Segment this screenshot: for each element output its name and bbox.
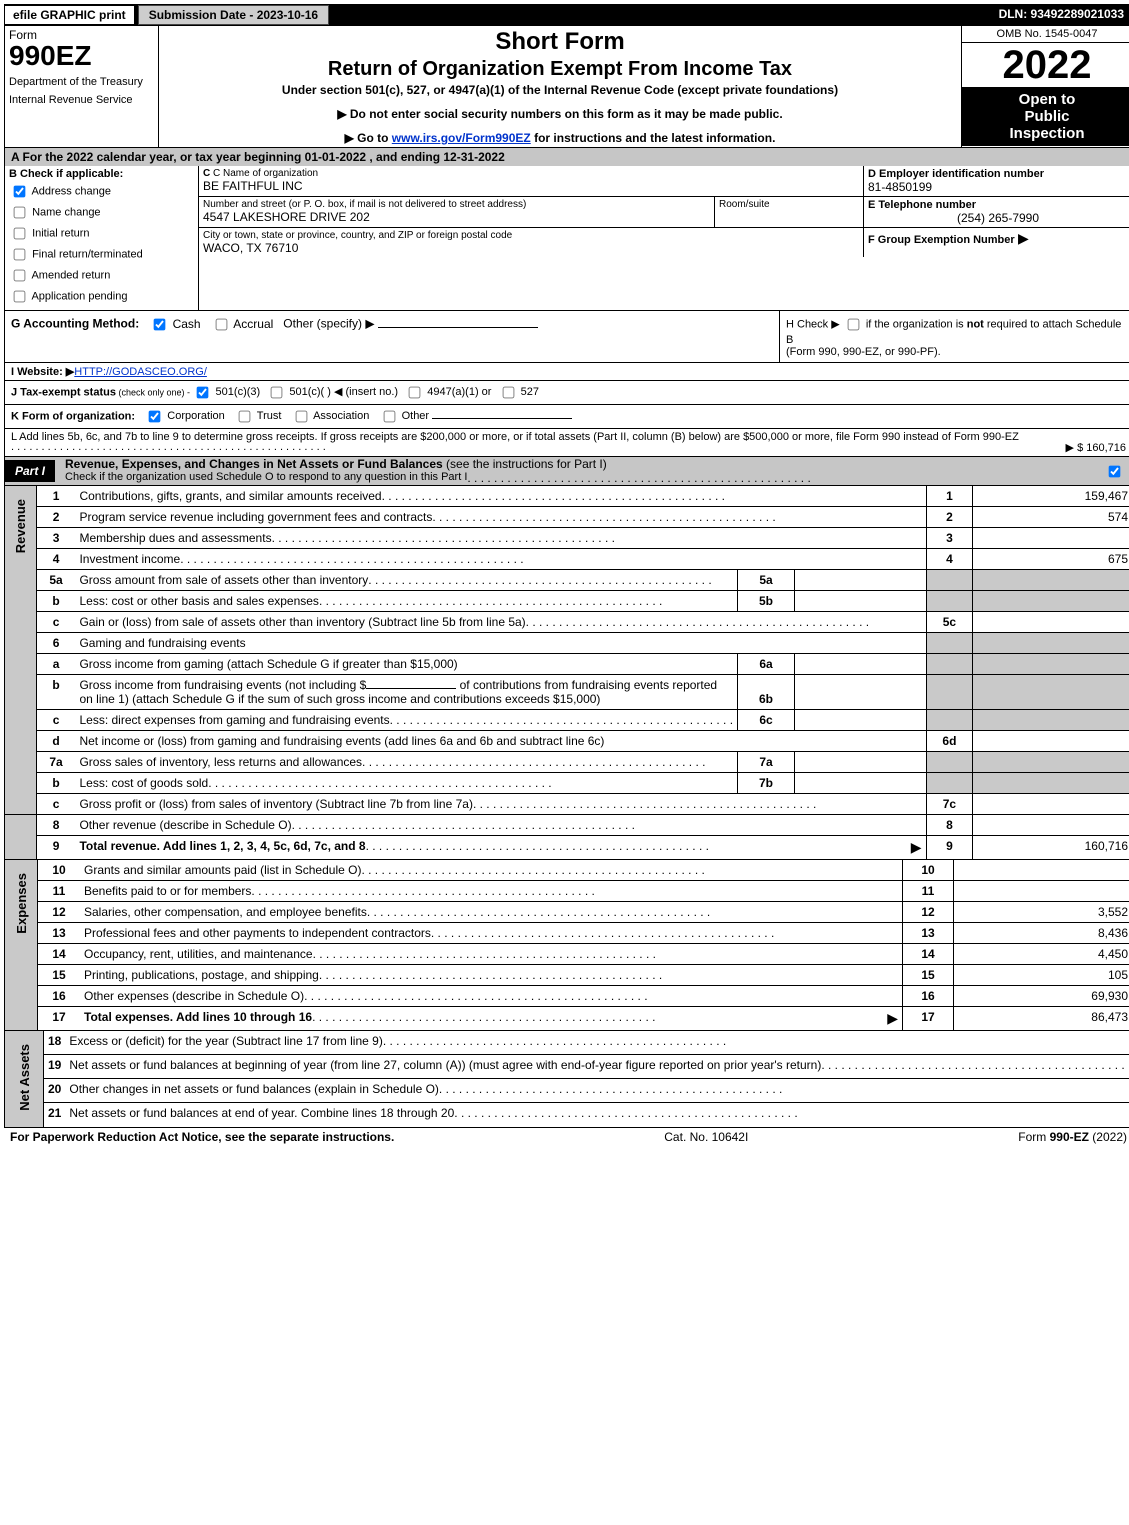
ssn-warning: ▶ Do not enter social security numbers o…: [167, 107, 953, 121]
line-16-amount: 69,930: [954, 986, 1129, 1007]
city-label: City or town, state or province, country…: [203, 230, 859, 241]
chk-initial-return[interactable]: Initial return: [9, 224, 194, 243]
chk-name-change[interactable]: Name change: [9, 203, 194, 222]
chk-application-pending[interactable]: Application pending: [9, 287, 194, 306]
chk-other-org[interactable]: Other: [379, 410, 430, 422]
line-2-amount: 574: [973, 507, 1129, 528]
part-i-header: Part I Revenue, Expenses, and Changes in…: [4, 457, 1129, 486]
line-13-amount: 8,436: [954, 923, 1129, 944]
revenue-table: Revenue 1 Contributions, gifts, grants, …: [4, 486, 1129, 860]
page-footer: For Paperwork Reduction Act Notice, see …: [4, 1128, 1129, 1146]
chk-corporation[interactable]: Corporation: [144, 410, 225, 422]
chk-accrual[interactable]: Accrual: [211, 317, 274, 331]
line-17-amount: 86,473: [954, 1007, 1129, 1031]
form-number: 990EZ: [9, 42, 154, 70]
line-14-amount: 4,450: [954, 944, 1129, 965]
check-applicable-label: B Check if applicable:: [9, 168, 194, 180]
row-a-tax-year: A For the 2022 calendar year, or tax yea…: [4, 148, 1129, 166]
chk-association[interactable]: Association: [291, 410, 370, 422]
part-badge: Part I: [5, 460, 55, 482]
chk-other-method[interactable]: Other (specify) ▶: [283, 317, 374, 331]
top-bar: efile GRAPHIC print Submission Date - 20…: [4, 4, 1129, 26]
accounting-method-label: G Accounting Method:: [11, 317, 139, 331]
chk-amended-return[interactable]: Amended return: [9, 266, 194, 285]
part-subtitle: Check if the organization used Schedule …: [65, 471, 467, 485]
line-7c-amount: [973, 794, 1129, 815]
ein-value: 81-4850199: [868, 180, 1128, 194]
org-name-value: BE FAITHFUL INC: [203, 179, 859, 193]
open-to-public: Open to Public Inspection: [962, 87, 1129, 146]
row-l-gross-receipts: L Add lines 5b, 6c, and 7b to line 9 to …: [4, 429, 1129, 457]
efile-print-button[interactable]: efile GRAPHIC print: [5, 6, 134, 24]
telephone-label: E Telephone number: [868, 199, 1128, 211]
row-k-form-org: K Form of organization: Corporation Trus…: [4, 405, 1129, 429]
chk-trust[interactable]: Trust: [234, 410, 282, 422]
submission-date-button[interactable]: Submission Date - 2023-10-16: [138, 5, 329, 25]
row-g-h: G Accounting Method: Cash Accrual Other …: [4, 311, 1129, 363]
ein-label: D Employer identification number: [868, 168, 1128, 180]
irs-link[interactable]: www.irs.gov/Form990EZ: [392, 131, 531, 145]
line-15-amount: 105: [954, 965, 1129, 986]
website-link[interactable]: HTTP://GODASCEO.ORG/: [74, 366, 207, 378]
dln-label: DLN: 93492289021033: [991, 5, 1129, 25]
chk-address-change[interactable]: Address change: [9, 182, 194, 201]
cat-no: Cat. No. 10642I: [664, 1130, 748, 1144]
chk-schedule-o[interactable]: [1104, 462, 1129, 481]
telephone-value: (254) 265-7990: [868, 211, 1128, 225]
form-footer-id: Form 990-EZ (2022): [1018, 1130, 1127, 1144]
return-title: Return of Organization Exempt From Incom…: [167, 58, 953, 81]
city-value: WACO, TX 76710: [203, 241, 859, 255]
form-header: Form 990EZ Department of the Treasury In…: [4, 26, 1129, 148]
net-assets-side-label: Net Assets: [17, 1034, 32, 1121]
room-suite-label: Room/suite: [714, 197, 863, 227]
irs-label: Internal Revenue Service: [9, 94, 154, 106]
row-j-tax-exempt: J Tax-exempt status (check only one) - 5…: [4, 381, 1129, 405]
short-form-title: Short Form: [167, 28, 953, 56]
group-exemption-label: F Group Exemption Number: [868, 234, 1015, 246]
group-arrow-icon: ▶: [1018, 230, 1029, 246]
row-i-website: I Website: ▶HTTP://GODASCEO.ORG/: [4, 363, 1129, 381]
line-1-amount: 159,467: [973, 486, 1129, 507]
chk-final-return[interactable]: Final return/terminated: [9, 245, 194, 264]
line-5c-amount: [973, 612, 1129, 633]
under-section-text: Under section 501(c), 527, or 4947(a)(1)…: [167, 83, 953, 97]
line-4-amount: 675: [973, 549, 1129, 570]
line-10-amount: [954, 860, 1129, 881]
dept-treasury: Department of the Treasury: [9, 76, 154, 88]
street-value: 4547 LAKESHORE DRIVE 202: [203, 210, 710, 224]
chk-527[interactable]: 527: [498, 386, 539, 398]
expenses-table: Expenses 10 Grants and similar amounts p…: [4, 860, 1129, 1031]
street-label: Number and street (or P. O. box, if mail…: [203, 199, 710, 210]
chk-501c3[interactable]: 501(c)(3): [192, 386, 260, 398]
line-6d-amount: [973, 731, 1129, 752]
expenses-side-label: Expenses: [14, 863, 29, 944]
section-b-through-f: B Check if applicable: Address change Na…: [4, 166, 1129, 311]
chk-501c[interactable]: 501(c)( ) ◀ (insert no.): [266, 386, 398, 398]
org-name-label: C C Name of organization: [203, 168, 859, 179]
tax-year: 2022: [962, 43, 1129, 87]
goto-instruction: ▶ Go to www.irs.gov/Form990EZ for instru…: [167, 131, 953, 145]
line-12-amount: 3,552: [954, 902, 1129, 923]
line-8-amount: [973, 815, 1129, 836]
revenue-side-label: Revenue: [13, 489, 28, 563]
chk-4947[interactable]: 4947(a)(1) or: [404, 386, 491, 398]
chk-cash[interactable]: Cash: [149, 317, 200, 331]
line-11-amount: [954, 881, 1129, 902]
row-h-schedule-b: H Check ▶ if the organization is not req…: [779, 311, 1129, 362]
part-title-paren: (see the instructions for Part I): [446, 457, 607, 471]
net-assets-table: Net Assets 18 Excess or (deficit) for th…: [4, 1031, 1129, 1128]
part-title: Revenue, Expenses, and Changes in Net As…: [65, 457, 443, 471]
line-9-amount: 160,716: [973, 836, 1129, 860]
chk-schedule-b[interactable]: [847, 319, 859, 331]
gross-receipts-amount: ▶ $ 160,716: [1060, 441, 1126, 454]
line-3-amount: [973, 528, 1129, 549]
omb-number: OMB No. 1545-0047: [962, 26, 1129, 43]
paperwork-notice: For Paperwork Reduction Act Notice, see …: [10, 1130, 394, 1144]
